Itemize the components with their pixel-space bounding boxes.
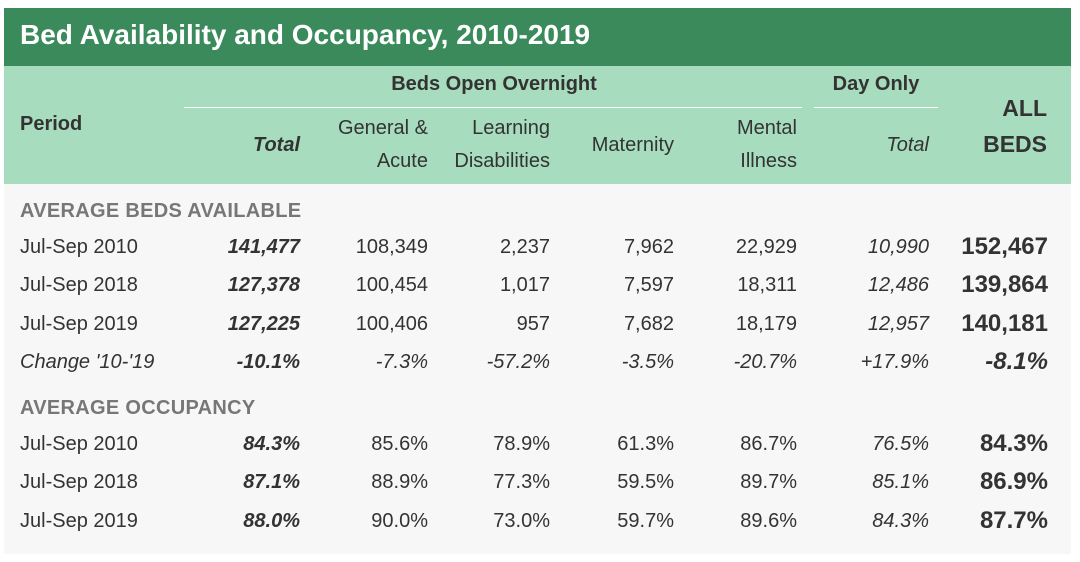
table-header <box>4 66 1071 184</box>
row-beds-available-1-col-1: 141,477 <box>227 236 300 258</box>
row-beds-available-4-col-3: -57.2% <box>486 350 550 373</box>
row-beds-available-2-col-4: 7,597 <box>623 274 674 297</box>
row-beds-available-3-col-4: 7,682 <box>623 312 674 335</box>
section-title-beds-available: AVERAGE BEDS AVAILABLE <box>20 200 302 222</box>
row-beds-available-4-col-2: -7.3% <box>375 350 428 373</box>
row-beds-available-3-col-5: 18,179 <box>735 312 797 335</box>
row-beds-available-3-col-3: 957 <box>516 312 550 335</box>
table-title: Bed Availability and Occupancy, 2010-201… <box>20 19 591 50</box>
row-beds-available-1-col-7: 152,467 <box>961 233 1048 260</box>
header-general-acute-line-2: Acute <box>376 150 428 172</box>
row-occupancy-2-col-3: 77.3% <box>493 471 550 494</box>
row-occupancy-3-period: Jul-Sep 2019 <box>20 509 138 532</box>
row-beds-available-2-col-2: 100,454 <box>355 274 428 297</box>
row-beds-available-1-col-3: 2,237 <box>499 236 550 258</box>
row-beds-available-3-period: Jul-Sep 2019 <box>20 312 138 335</box>
header-learning-disabilities-line-1: Learning <box>472 117 550 139</box>
row-beds-available-2-col-6: 12,486 <box>867 274 929 297</box>
row-beds-available-2-col-3: 1,017 <box>499 274 550 297</box>
row-beds-available-3-col-6: 12,957 <box>867 312 929 335</box>
row-beds-available-3-col-7: 140,181 <box>961 309 1048 337</box>
row-beds-available-4-col-6: +17.9% <box>860 350 929 373</box>
row-beds-available-2-col-5: 18,311 <box>737 274 797 297</box>
row-occupancy-1-col-4: 61.3% <box>617 433 674 455</box>
header-overnight-total: Total <box>252 134 300 156</box>
header-general-acute-line-1: General & <box>337 117 428 139</box>
row-occupancy-1-col-5: 86.7% <box>740 433 797 455</box>
row-beds-available-1-col-6: 10,990 <box>867 236 929 258</box>
header-mental-illness-line-1: Mental <box>736 117 797 139</box>
row-beds-available-4-col-4: -3.5% <box>621 350 674 373</box>
row-occupancy-2-col-6: 85.1% <box>872 471 929 494</box>
row-beds-available-4-period: Change '10-'19 <box>20 350 155 373</box>
row-occupancy-3-col-7: 87.7% <box>979 506 1048 534</box>
row-beds-available-3-col-1: 127,225 <box>227 312 300 335</box>
row-occupancy-1-col-6: 76.5% <box>872 433 929 455</box>
header-beds-open-overnight: Beds Open Overnight <box>391 73 597 95</box>
row-beds-available-3-col-2: 100,406 <box>355 312 428 335</box>
header-all-beds-line-2: BEDS <box>983 131 1047 157</box>
header-mental-illness-line-2: Illness <box>740 150 797 172</box>
row-occupancy-3-col-2: 90.0% <box>371 509 428 532</box>
header-all-beds-line-1: ALL <box>1002 95 1047 121</box>
row-occupancy-2-period: Jul-Sep 2018 <box>20 471 138 494</box>
row-occupancy-2-col-2: 88.9% <box>371 471 428 494</box>
row-occupancy-2-col-1: 87.1% <box>243 471 300 494</box>
title-bar: Bed Availability and Occupancy, 2010-201… <box>4 8 1071 66</box>
header-learning-disabilities-line-2: Disabilities <box>454 150 550 172</box>
row-occupancy-3-col-5: 89.6% <box>740 509 797 532</box>
row-beds-available-1-col-4: 7,962 <box>623 236 674 258</box>
row-beds-available-4-col-5: -20.7% <box>733 350 797 373</box>
row-beds-available-4-col-1: -10.1% <box>236 350 300 373</box>
row-occupancy-1-period: Jul-Sep 2010 <box>20 433 138 455</box>
header-maternity: Maternity <box>591 134 674 156</box>
row-occupancy-2-col-5: 89.7% <box>740 471 797 494</box>
row-occupancy-1-col-7: 84.3% <box>979 430 1048 457</box>
row-beds-available-2-col-1: 127,378 <box>227 274 300 297</box>
row-beds-available-2-col-7: 139,864 <box>961 271 1048 299</box>
header-period: Period <box>20 113 83 135</box>
row-occupancy-3-col-6: 84.3% <box>872 509 929 532</box>
row-occupancy-1-col-2: 85.6% <box>371 433 428 455</box>
day-only-underline <box>814 107 938 108</box>
row-occupancy-2-col-7: 86.9% <box>979 468 1048 496</box>
row-occupancy-1-col-3: 78.9% <box>493 433 550 455</box>
row-beds-available-4-col-7: -8.1% <box>985 347 1048 375</box>
row-beds-available-1-col-2: 108,349 <box>355 236 428 258</box>
row-beds-available-2-period: Jul-Sep 2018 <box>20 274 138 297</box>
row-occupancy-2-col-4: 59.5% <box>617 471 674 494</box>
row-occupancy-3-col-4: 59.7% <box>617 509 674 532</box>
row-beds-available-1-col-5: 22,929 <box>735 236 797 258</box>
row-beds-available-1-period: Jul-Sep 2010 <box>20 236 138 258</box>
header-day-only: Day Only <box>832 73 920 95</box>
row-occupancy-3-col-3: 73.0% <box>493 509 550 532</box>
row-occupancy-1-col-1: 84.3% <box>243 433 300 455</box>
row-occupancy-3-col-1: 88.0% <box>243 509 300 532</box>
header-day-only-total: Total <box>886 134 929 156</box>
section-title-occupancy: AVERAGE OCCUPANCY <box>20 397 256 419</box>
overnight-underline <box>184 107 802 108</box>
